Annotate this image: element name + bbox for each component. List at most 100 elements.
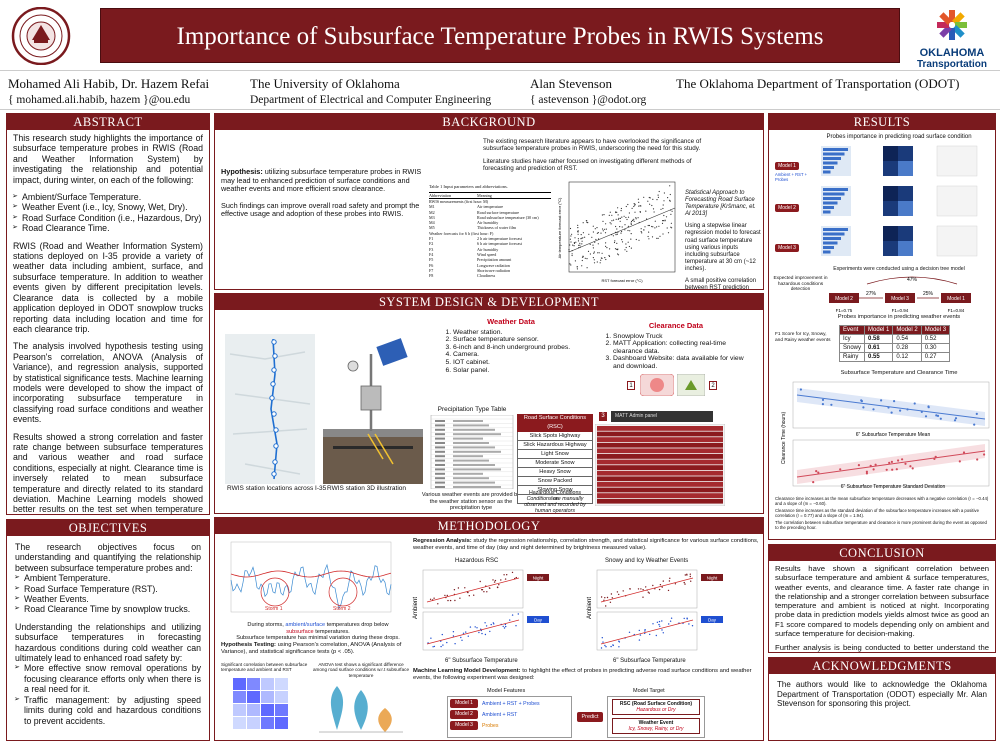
regression-point — [469, 626, 472, 628]
label: Machine Learning Model Development: — [413, 668, 521, 674]
paragraph: The analysis involved hypothesis testing… — [13, 341, 203, 425]
clearance-point — [983, 453, 986, 456]
abstract-list: Ambient/Surface Temperature. Weather Eve… — [12, 192, 203, 234]
cell: F6 — [429, 262, 434, 268]
precip-cell — [453, 442, 489, 444]
table-row: Snowy 0.61 0.28 0.30 — [838, 343, 951, 353]
section-heading: SYSTEM DESIGN & DEVELOPMENT — [215, 294, 763, 310]
cap-part: temperatures. — [313, 628, 350, 635]
x-axis-label: 6" Subsurface Temperature Standard Devia… — [841, 484, 946, 490]
heatmap-cell — [261, 704, 274, 716]
scatter-point — [576, 268, 578, 270]
scatter-point — [596, 227, 598, 229]
cell: Road surface temperature — [477, 209, 520, 215]
model-row: Model 2 Ambient + RST — [450, 710, 569, 719]
list-item: IOT cabinet. — [453, 359, 581, 367]
regression-point — [669, 577, 671, 579]
scatter-point — [605, 258, 607, 261]
regression-point — [667, 589, 670, 592]
flow-model-1: Model 1 — [947, 296, 965, 302]
regression-point — [462, 632, 465, 634]
scatter-point — [637, 198, 639, 200]
model-2-tag: Model 2 — [450, 710, 478, 719]
regression-point — [481, 589, 484, 591]
clearance-point — [897, 459, 900, 462]
scatter-point — [573, 242, 575, 244]
column-header: Meaning — [477, 193, 492, 198]
table-row: F6 Longwave radiation — [429, 263, 551, 268]
regression-point — [654, 588, 656, 590]
list-item: More effective snow removal operations b… — [14, 663, 201, 694]
scatter-point — [666, 227, 668, 229]
regression-point — [661, 620, 663, 622]
clearance-data-list: Snowplow Truck MATT Application: collect… — [601, 333, 751, 371]
scatter-point — [600, 259, 602, 261]
regression-point — [642, 596, 644, 598]
precip-cell — [435, 450, 445, 453]
author-names: Mohamed Ali Habib, Dr. Hazem Refai — [8, 76, 210, 91]
regression-point — [442, 644, 444, 646]
paragraph: RWIS (Road and Weather Information Syste… — [13, 240, 203, 334]
precip-cell — [453, 464, 495, 466]
importance-bar — [823, 197, 841, 200]
regression-point — [610, 593, 613, 595]
scatter-point — [569, 263, 571, 265]
cell: Precipitation amount — [477, 257, 512, 263]
clearance-point — [817, 471, 820, 474]
scatter-point — [671, 227, 673, 229]
scatter-point — [646, 218, 648, 220]
list-item: Road Surface Temperature (RST). — [14, 584, 201, 595]
precip-cell — [453, 455, 483, 458]
target-title: RSC (Road Surface Condition) — [619, 701, 693, 707]
abstract-body: This research study highlights the impor… — [7, 130, 209, 514]
section-heading: RESULTS — [769, 114, 995, 130]
target-values: Hazardous or Dry — [636, 707, 676, 713]
dashboard-row — [597, 493, 723, 498]
clearance-point — [865, 472, 868, 475]
scatter-point — [615, 218, 617, 220]
importance-bar — [823, 170, 831, 174]
fit-line — [426, 577, 520, 603]
scatter-point — [651, 236, 654, 238]
cell: 0.54 — [892, 334, 922, 344]
regression-point — [662, 580, 664, 582]
regression-point — [618, 640, 620, 642]
scatter-point — [584, 236, 586, 238]
scatter-point — [620, 232, 622, 234]
scatter-point — [593, 251, 595, 253]
regression-point — [474, 626, 476, 628]
scatter-point — [582, 255, 584, 257]
regression-point — [600, 596, 603, 598]
regression-point — [669, 620, 672, 622]
regression-point — [691, 625, 694, 627]
scatter-point — [593, 259, 595, 261]
scatter-point — [618, 217, 620, 219]
list-item: Road Clearance Time by snowplow trucks. — [14, 604, 201, 615]
regression-point — [465, 631, 467, 633]
scatter-point — [575, 241, 577, 243]
scatter-point — [648, 224, 650, 227]
regression-point — [604, 644, 606, 647]
scatter-point — [665, 216, 668, 218]
scatter-point — [649, 197, 651, 199]
scatter-point — [621, 216, 623, 218]
scatter-point — [627, 216, 630, 218]
clearance-notes: Clearance time increases as the mean sub… — [775, 496, 991, 531]
scatter-point — [581, 240, 583, 242]
day-tag: Day — [534, 618, 543, 623]
scatter-point — [637, 217, 639, 219]
scatter-point — [589, 253, 591, 255]
table-body: RWIS measurements (first hour: M) M1 Air t… — [429, 199, 551, 278]
scatter-point — [634, 211, 636, 213]
regression-point — [511, 571, 514, 574]
regression-panel — [596, 569, 698, 609]
scatter-point — [577, 233, 579, 235]
scatter-point — [577, 240, 580, 242]
rst-error-scatter-plot: RST forecast error (°C) Air temperature … — [557, 181, 676, 283]
regression-point — [449, 599, 452, 602]
fit-line — [426, 619, 520, 645]
station-marker — [271, 411, 277, 417]
list-item: Weather Events. — [14, 594, 201, 605]
section-heading: OBJECTIVES — [7, 520, 209, 536]
scatter-point — [596, 232, 598, 234]
